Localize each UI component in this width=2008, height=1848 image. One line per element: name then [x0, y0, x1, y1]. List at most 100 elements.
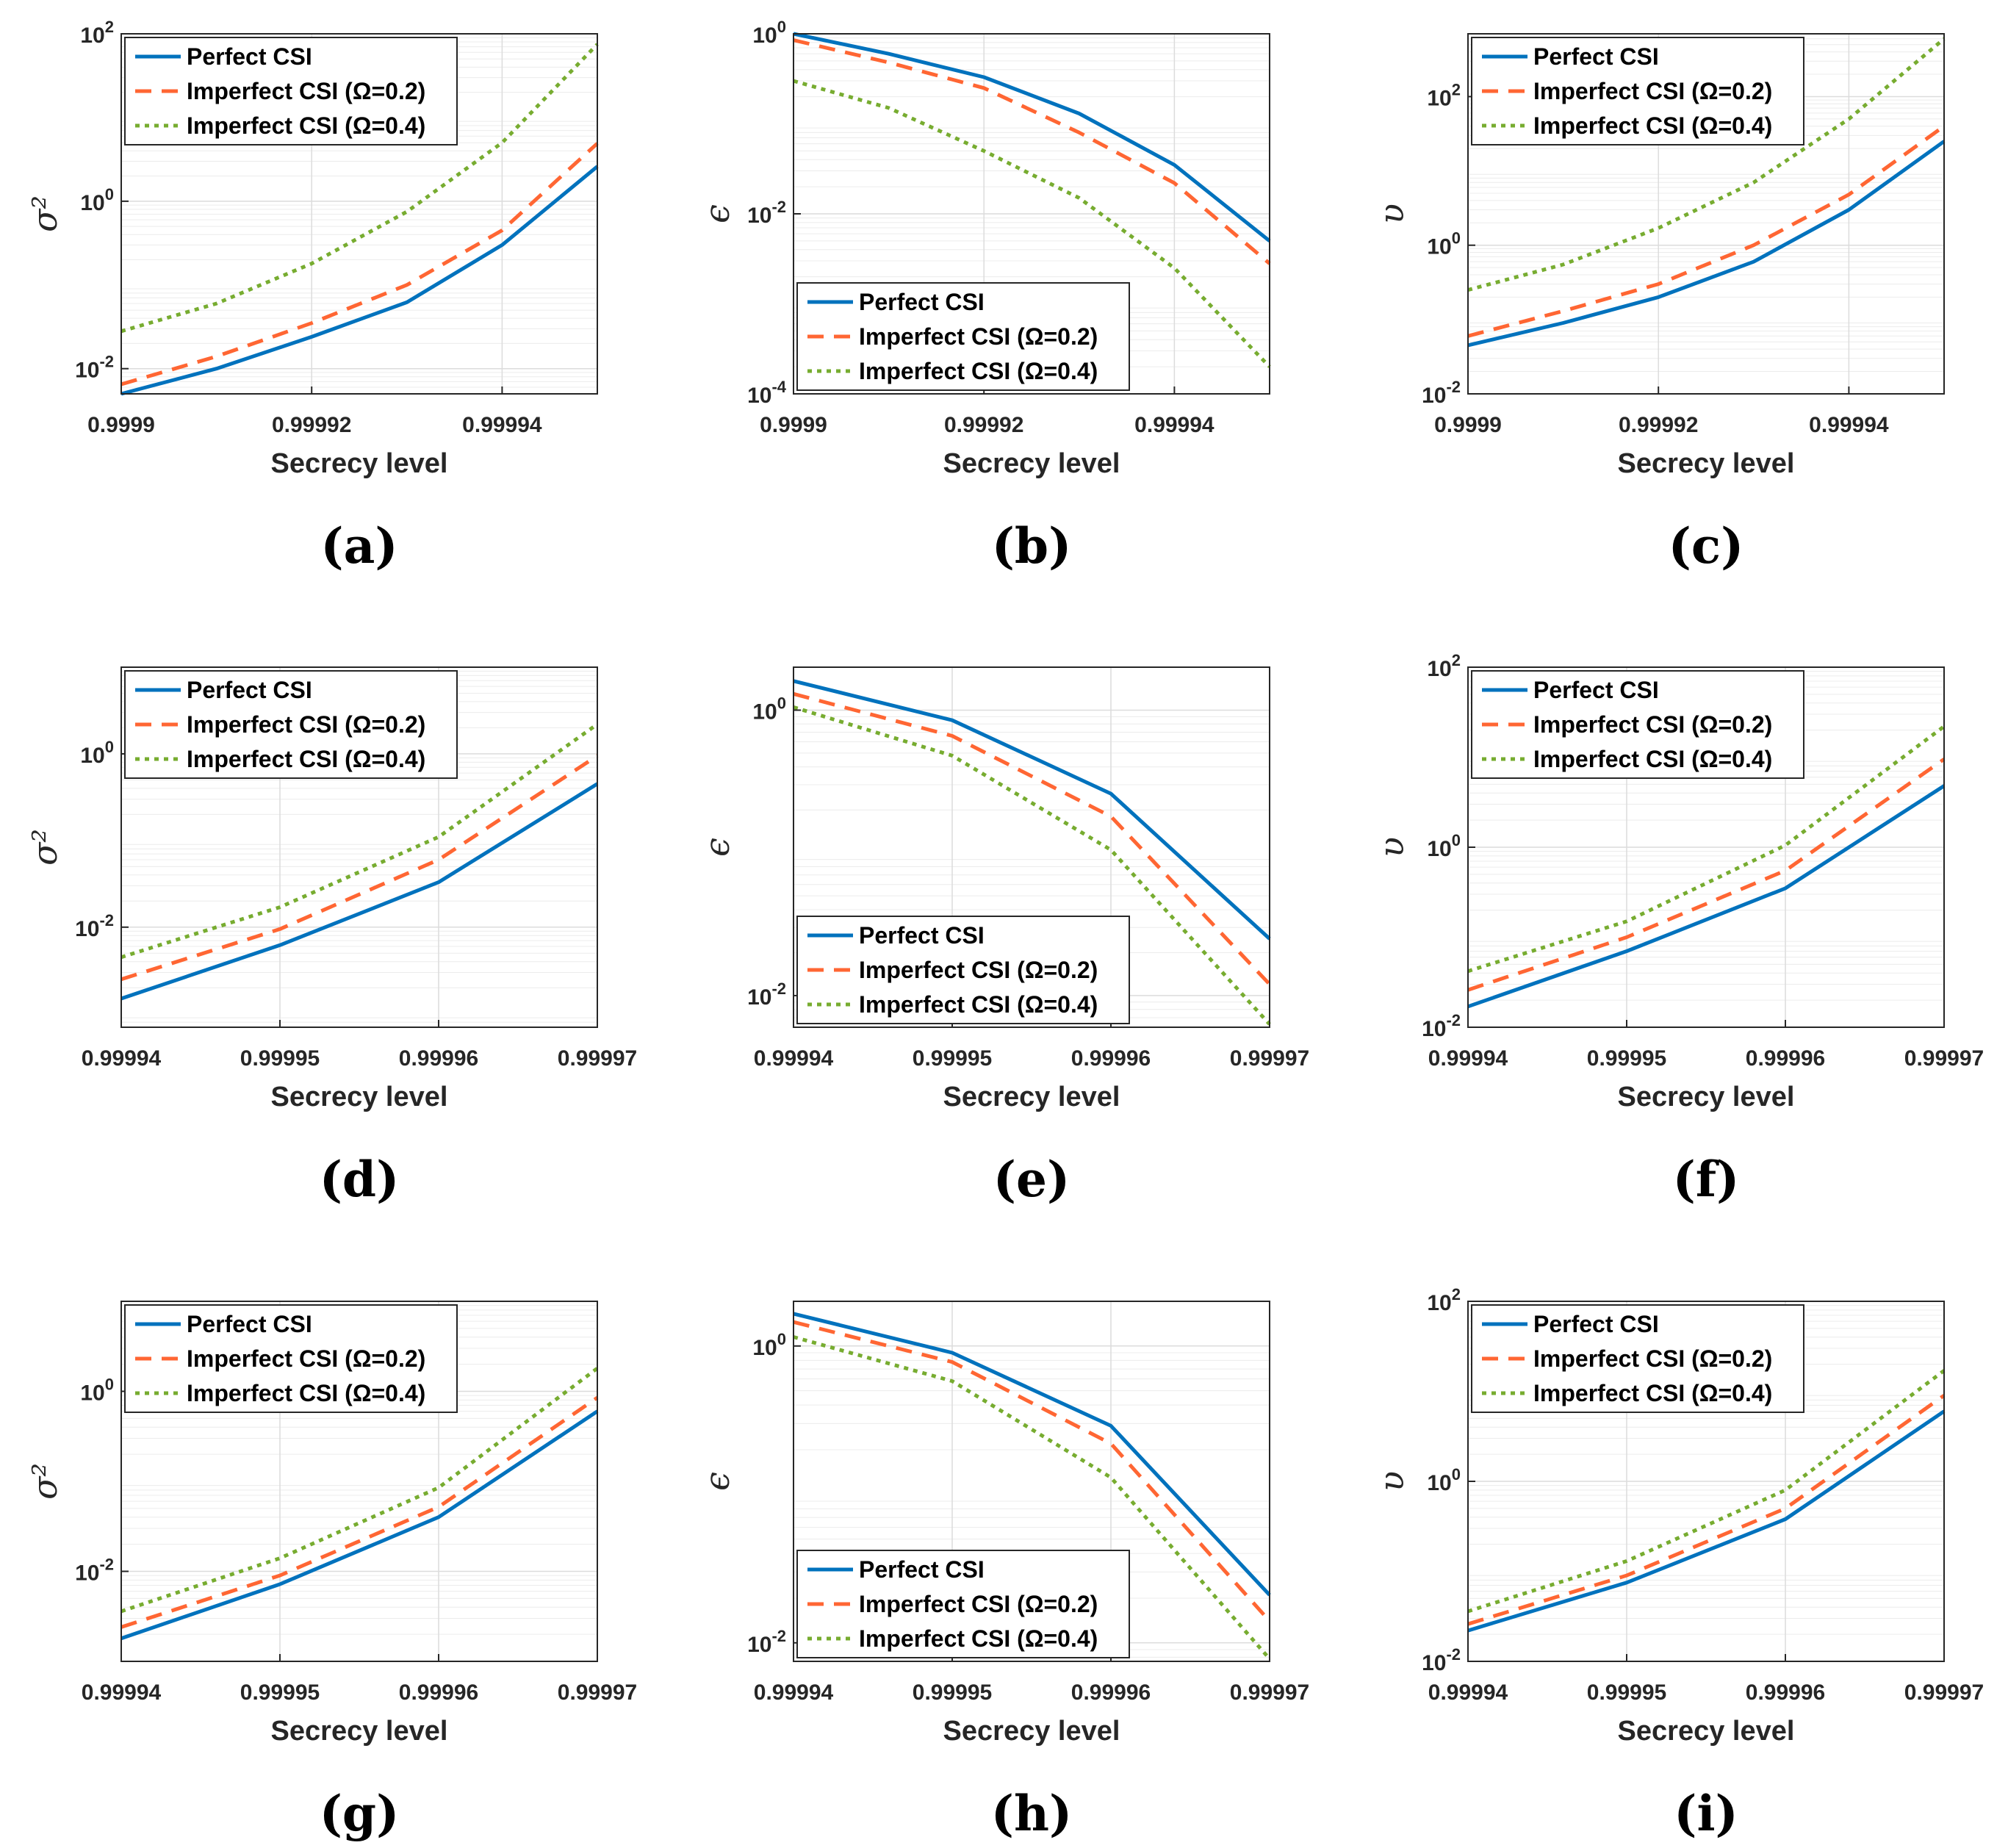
legend: Perfect CSI Imperfect CSI (Ω=0.2) Imperfec… — [124, 1304, 458, 1413]
panel-caption: (h) — [991, 1785, 1072, 1842]
x-tick-label: 0.99997 — [1230, 1680, 1309, 1705]
x-tick-label: 0.99994 — [1428, 1046, 1508, 1071]
x-tick-label: 0.99994 — [462, 413, 542, 437]
y-tick-label: 10-2 — [75, 911, 114, 941]
legend-label-perfect-csi: Perfect CSI — [187, 43, 312, 70]
x-tick-label: 0.99996 — [1746, 1680, 1825, 1705]
x-tick-label: 0.9999 — [760, 413, 827, 437]
y-tick-label: 10-2 — [75, 353, 114, 383]
y-axis-label: υ — [1372, 1471, 1411, 1492]
x-tick-label: 0.99997 — [1904, 1046, 1984, 1071]
panel-g: 0.99994 0.99995 0.99996 0.99997 10-2 100 Secre… — [25, 1301, 637, 1842]
panel-caption: (g) — [320, 1785, 400, 1842]
legend-label-imperfect-csi-omega-0-4: Imperfect CSI (Ω=0.4) — [187, 746, 425, 772]
x-tick-label: 0.99997 — [558, 1046, 637, 1071]
series-group — [1467, 37, 1946, 348]
x-axis-label: Secrecy level — [271, 448, 448, 479]
x-tick-label: 0.99996 — [1071, 1046, 1151, 1071]
legend-label-imperfect-csi-omega-0-2: Imperfect CSI (Ω=0.2) — [1533, 1345, 1772, 1372]
legend-label-imperfect-csi-omega-0-4: Imperfect CSI (Ω=0.4) — [859, 1625, 1098, 1652]
y-tick-label: 100 — [1427, 1465, 1461, 1495]
x-tick-label: 0.9999 — [87, 413, 155, 437]
y-tick-label: 102 — [80, 18, 114, 48]
legend: Perfect CSI Imperfect CSI (Ω=0.2) Imperfec… — [796, 282, 1130, 391]
legend-label-imperfect-csi-omega-0-2: Imperfect CSI (Ω=0.2) — [859, 1591, 1098, 1617]
legend-label-imperfect-csi-omega-0-4: Imperfect CSI (Ω=0.4) — [1533, 746, 1772, 772]
legend-label-imperfect-csi-omega-0-4: Imperfect CSI (Ω=0.4) — [187, 1380, 425, 1406]
x-axis-label: Secrecy level — [1618, 1082, 1795, 1112]
series-line-imperfect-csi-omega-0-4 — [1467, 1369, 1946, 1614]
legend-label-perfect-csi: Perfect CSI — [187, 677, 312, 703]
x-tick-label: 0.99996 — [1071, 1680, 1151, 1705]
x-tick-label: 0.99996 — [399, 1680, 478, 1705]
x-axis-label: Secrecy level — [943, 1082, 1120, 1112]
legend: Perfect CSI Imperfect CSI (Ω=0.2) Imperfec… — [796, 1550, 1130, 1658]
x-tick-label: 0.99992 — [1619, 413, 1698, 437]
series-line-imperfect-csi-omega-0-4 — [793, 79, 1271, 368]
legend: Perfect CSI Imperfect CSI (Ω=0.2) Imperfec… — [1471, 37, 1804, 145]
y-tick-label: 10-2 — [747, 198, 786, 228]
x-tick-label: 0.99995 — [240, 1680, 320, 1705]
series-line-perfect-csi — [793, 32, 1271, 242]
y-tick-label: 10-2 — [1422, 1645, 1461, 1675]
y-tick-label: 102 — [1427, 80, 1461, 110]
x-axis-label: Secrecy level — [271, 1716, 448, 1747]
legend: Perfect CSI Imperfect CSI (Ω=0.2) Imperfec… — [1471, 670, 1804, 779]
x-axis-label: Secrecy level — [943, 448, 1120, 479]
y-axis-label: σ² — [25, 195, 65, 232]
y-axis-label: ϵ — [697, 1472, 737, 1491]
x-tick-label: 0.99995 — [1587, 1046, 1666, 1071]
x-tick-label: 0.99997 — [1230, 1046, 1309, 1071]
series-line-imperfect-csi-omega-0-4 — [1467, 725, 1946, 974]
panel-h: 0.99994 0.99995 0.99996 0.99997 10-2 100 Secre… — [697, 1301, 1309, 1842]
series-line-perfect-csi — [1467, 140, 1946, 348]
x-axis-label: Secrecy level — [1618, 1716, 1795, 1747]
legend: Perfect CSI Imperfect CSI (Ω=0.2) Imperfec… — [1471, 1304, 1804, 1413]
legend: Perfect CSI Imperfect CSI (Ω=0.2) Imperfec… — [124, 37, 458, 145]
legend-label-imperfect-csi-omega-0-2: Imperfect CSI (Ω=0.2) — [187, 1345, 425, 1372]
x-axis-label: Secrecy level — [271, 1082, 448, 1112]
y-tick-label: 100 — [80, 1376, 114, 1406]
legend-label-perfect-csi: Perfect CSI — [1533, 1311, 1659, 1337]
series-line-imperfect-csi-omega-0-4 — [120, 1367, 599, 1614]
axes-box — [120, 33, 598, 395]
series-line-perfect-csi — [120, 1409, 599, 1641]
y-tick-label: 102 — [1427, 651, 1461, 681]
legend: Perfect CSI Imperfect CSI (Ω=0.2) Imperfec… — [124, 670, 458, 779]
legend-label-imperfect-csi-omega-0-4: Imperfect CSI (Ω=0.4) — [859, 991, 1098, 1018]
y-tick-label: 100 — [1427, 831, 1461, 861]
panel-a: 0.9999 0.99992 0.99994 10-2 100 102 Secrecy le… — [25, 18, 599, 575]
legend-label-imperfect-csi-omega-0-2: Imperfect CSI (Ω=0.2) — [859, 957, 1098, 983]
series-line-perfect-csi — [793, 1312, 1271, 1597]
series-line-imperfect-csi-omega-0-2 — [793, 691, 1271, 986]
legend-label-imperfect-csi-omega-0-2: Imperfect CSI (Ω=0.2) — [859, 323, 1098, 350]
grid — [120, 33, 597, 394]
panel-caption: (a) — [320, 517, 397, 575]
series-group — [120, 722, 599, 1001]
series-line-imperfect-csi-omega-0-2 — [1467, 1394, 1946, 1626]
panel-caption: (d) — [320, 1151, 400, 1208]
legend-label-perfect-csi: Perfect CSI — [187, 1311, 312, 1337]
x-axis-label: Secrecy level — [1618, 448, 1795, 479]
series-line-perfect-csi — [1467, 784, 1946, 1009]
x-tick-label: 0.99995 — [1587, 1680, 1666, 1705]
legend-label-perfect-csi: Perfect CSI — [1533, 677, 1659, 703]
y-tick-label: 100 — [752, 1330, 786, 1360]
x-tick-label: 0.99992 — [944, 413, 1023, 437]
y-tick-label: 10-2 — [75, 1556, 114, 1586]
series-group — [120, 43, 599, 396]
panel-caption: (f) — [1673, 1151, 1740, 1208]
legend-label-perfect-csi: Perfect CSI — [1533, 43, 1659, 70]
x-tick-label: 0.99997 — [1904, 1680, 1984, 1705]
y-axis-label: σ² — [25, 1463, 65, 1500]
x-tick-label: 0.9999 — [1434, 413, 1502, 437]
y-tick-label: 10-2 — [747, 1627, 786, 1657]
y-axis-label: ϵ — [697, 838, 737, 857]
x-tick-label: 0.99997 — [558, 1680, 637, 1705]
series-line-perfect-csi — [120, 165, 599, 396]
axes-box — [793, 666, 1270, 1028]
legend-label-perfect-csi: Perfect CSI — [859, 922, 985, 949]
y-tick-label: 10-2 — [1422, 1011, 1461, 1041]
panel-c: 0.9999 0.99992 0.99994 10-2 100 102 Secrecy le… — [1372, 33, 1946, 575]
